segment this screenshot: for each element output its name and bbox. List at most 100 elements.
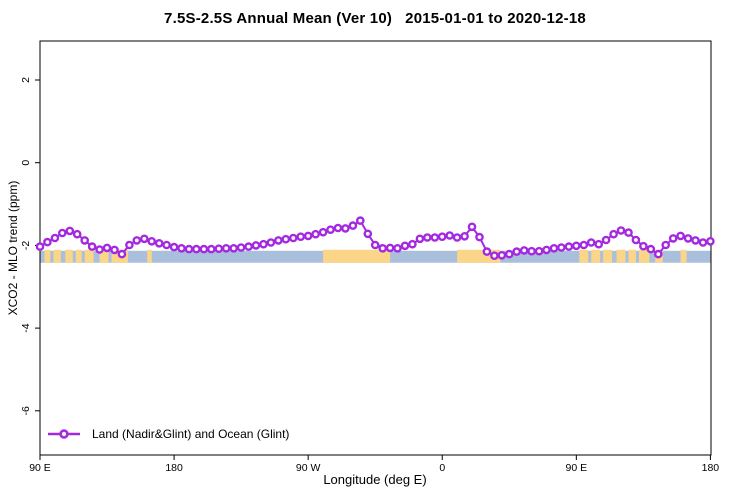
chart-title: 7.5S-2.5S Annual Mean (Ver 10) 2015-01-0…: [164, 10, 586, 27]
data-point-marker: [132, 236, 142, 245]
data-point-marker: [639, 241, 648, 251]
data-point-marker: [266, 238, 276, 247]
data-point-marker: [616, 226, 626, 235]
data-point-marker: [415, 234, 425, 244]
data-point-marker: [251, 241, 261, 250]
data-point-marker: [385, 243, 395, 253]
data-point-marker: [422, 233, 432, 242]
y-axis-label: XCO2 - MLO trend (ppm): [6, 180, 20, 316]
data-point-marker: [58, 228, 67, 238]
svg-text:90 E: 90 E: [29, 462, 51, 474]
land-segment: [53, 249, 61, 263]
data-point-marker: [527, 246, 536, 256]
data-point-marker: [206, 244, 216, 254]
land-segment: [323, 249, 391, 263]
data-point-marker: [355, 216, 365, 225]
data-point-marker: [706, 236, 715, 246]
data-point-marker: [341, 224, 350, 233]
data-point-marker: [177, 243, 186, 253]
data-point-marker: [504, 249, 514, 259]
data-point-marker: [579, 240, 589, 250]
data-point-marker: [519, 246, 529, 255]
land-segment: [75, 249, 82, 263]
data-point-marker: [691, 236, 700, 245]
data-point-marker: [676, 231, 685, 241]
data-point-marker: [512, 247, 522, 256]
data-point-marker: [229, 243, 238, 253]
data-point-marker: [437, 232, 447, 241]
legend-marker-icon: [48, 429, 80, 439]
data-point-marker: [698, 238, 708, 247]
data-point-marker: [199, 244, 209, 254]
data-point-marker: [661, 240, 671, 250]
map-band: [40, 249, 711, 263]
data-point-marker: [65, 226, 75, 236]
data-point-marker: [102, 243, 112, 253]
data-point-marker: [110, 245, 119, 255]
data-point-marker: [259, 239, 268, 249]
data-point-marker: [594, 239, 604, 249]
data-point-marker: [236, 243, 246, 252]
x-axis-label: Longitude (deg E): [323, 472, 427, 487]
data-point-marker: [564, 242, 574, 251]
data-point-marker: [631, 235, 641, 245]
data-point-marker: [400, 241, 410, 251]
land-segment: [628, 249, 636, 263]
data-point-marker: [154, 238, 164, 248]
land-segment: [680, 249, 687, 263]
data-point-marker: [654, 249, 663, 259]
data-point-marker: [668, 234, 678, 243]
data-point-marker: [601, 235, 611, 245]
data-point-marker: [378, 243, 388, 253]
data-point-marker: [586, 238, 596, 247]
data-point-marker: [72, 229, 82, 239]
data-point-marker: [244, 242, 253, 251]
data-point-marker: [363, 229, 373, 239]
data-point-marker: [296, 232, 306, 241]
data-point-marker: [609, 229, 618, 239]
data-point-marker: [87, 242, 97, 251]
svg-text:0: 0: [439, 462, 445, 474]
land-segment: [603, 249, 613, 263]
land-segment: [579, 249, 589, 263]
data-point-marker: [557, 243, 566, 252]
land-segment: [591, 249, 601, 263]
data-point-marker: [311, 229, 320, 239]
data-point-marker: [482, 247, 492, 256]
data-point-marker: [534, 246, 544, 256]
data-point-marker: [408, 239, 417, 249]
data-point-marker: [147, 236, 156, 246]
svg-text:180: 180: [702, 462, 720, 474]
data-point-marker: [192, 244, 201, 254]
data-point-marker: [274, 236, 283, 245]
land-segment: [147, 249, 152, 263]
data-point-marker: [95, 245, 104, 254]
data-point-marker: [169, 242, 179, 252]
data-point-marker: [43, 237, 52, 247]
data-point-marker: [318, 227, 328, 237]
data-point-marker: [430, 233, 440, 242]
data-point-marker: [125, 240, 134, 250]
data-point-marker: [162, 240, 171, 250]
data-point-marker: [221, 243, 231, 253]
land-segment: [65, 249, 73, 263]
data-point-marker: [460, 231, 469, 241]
data-point-marker: [490, 251, 499, 260]
legend: Land (Nadir&Glint) and Ocean (Glint): [46, 427, 289, 441]
data-point-marker: [445, 231, 455, 240]
land-segment: [44, 249, 51, 263]
data-point-marker: [452, 233, 462, 242]
data-point-marker: [303, 231, 313, 241]
data-point-marker: [549, 243, 559, 253]
data-point-marker: [117, 249, 127, 259]
data-point-marker: [348, 221, 358, 230]
svg-text:2: 2: [20, 77, 32, 83]
data-point-marker: [572, 241, 581, 251]
svg-text:-4: -4: [20, 323, 32, 332]
land-segment: [99, 249, 109, 263]
data-point-marker: [475, 232, 484, 242]
data-point-marker: [467, 222, 477, 232]
svg-text:180: 180: [165, 462, 183, 474]
data-series: [35, 216, 715, 260]
data-point-marker: [139, 234, 149, 244]
